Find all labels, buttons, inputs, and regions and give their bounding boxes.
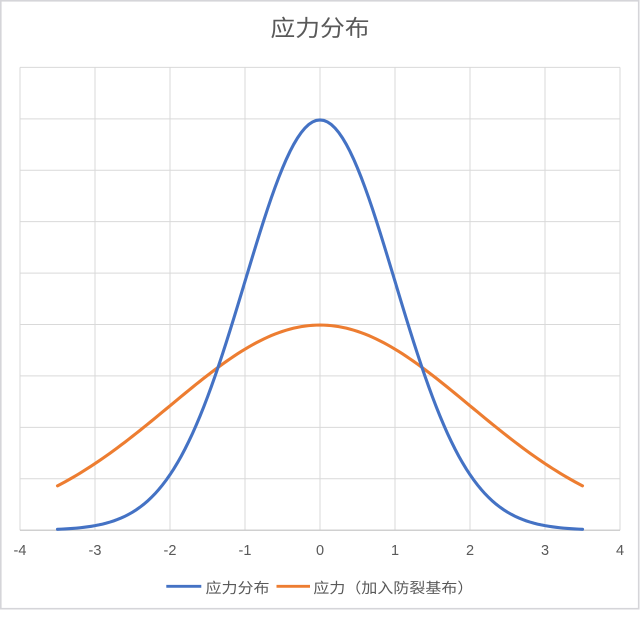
svg-text:-3: -3 [89,543,102,559]
svg-text:2: 2 [466,543,474,559]
svg-text:4: 4 [616,543,624,559]
svg-text:0: 0 [316,543,324,559]
svg-text:3: 3 [541,543,549,559]
svg-text:-4: -4 [14,543,27,559]
svg-text:-2: -2 [164,543,177,559]
svg-text:1: 1 [391,543,399,559]
svg-text:-1: -1 [239,543,252,559]
